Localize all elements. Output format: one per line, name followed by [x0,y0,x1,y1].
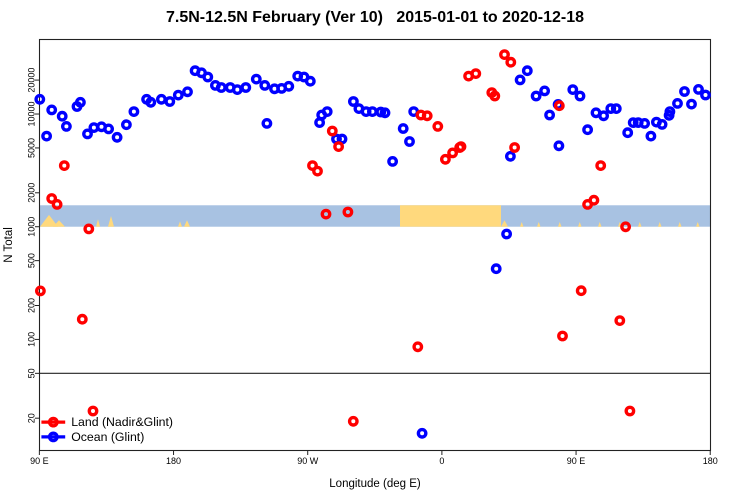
svg-text:Ocean (Glint): Ocean (Glint) [71,430,144,444]
svg-text:500: 500 [27,253,37,268]
svg-text:0: 0 [439,456,444,466]
svg-text:90 W: 90 W [297,456,319,466]
svg-text:90 E: 90 E [567,456,586,466]
svg-text:Longitude (deg E): Longitude (deg E) [329,478,421,490]
svg-text:Land (Nadir&Glint): Land (Nadir&Glint) [71,415,173,429]
svg-text:2000: 2000 [27,183,37,203]
svg-text:10000: 10000 [27,102,37,127]
svg-text:20000: 20000 [27,68,37,93]
svg-text:180: 180 [703,456,718,466]
svg-text:50: 50 [27,368,37,378]
svg-text:20: 20 [27,413,37,423]
svg-text:5000: 5000 [27,138,37,158]
svg-text:180: 180 [166,456,181,466]
svg-text:1000: 1000 [27,217,37,237]
svg-text:200: 200 [27,298,37,313]
svg-text:N Total: N Total [3,227,15,263]
svg-text:100: 100 [27,332,37,347]
svg-text:90 E: 90 E [30,456,49,466]
